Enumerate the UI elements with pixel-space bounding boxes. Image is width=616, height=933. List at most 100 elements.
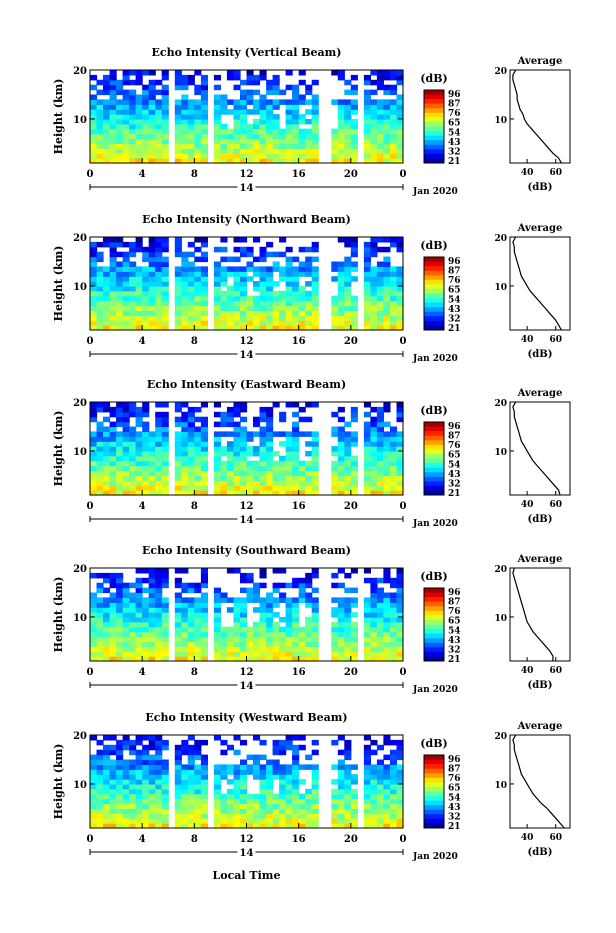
heatmap-cell	[390, 636, 398, 642]
heatmap-cell	[103, 416, 111, 423]
heatmap-cell	[142, 636, 150, 642]
heatmap-cell	[292, 490, 300, 496]
heatmap-cell	[298, 305, 306, 311]
heatmap-cell	[103, 276, 111, 282]
heatmap-cell	[135, 597, 143, 603]
heatmap-cell	[90, 813, 98, 819]
heatmap-cell	[272, 626, 280, 633]
heatmap-cell	[200, 803, 208, 809]
heatmap-cell	[337, 641, 345, 647]
heatmap-cell	[305, 818, 313, 824]
heatmap-cell	[220, 798, 228, 805]
heatmap-cell	[266, 104, 274, 110]
heatmap-cell	[96, 798, 104, 805]
heatmap-cell	[129, 446, 137, 452]
heatmap-cell	[200, 133, 208, 140]
heatmap-cell	[220, 470, 228, 476]
heatmap-cell	[305, 485, 313, 491]
colorbar-swatch	[424, 472, 444, 478]
x-tick-label: 0	[400, 667, 407, 678]
heatmap-cell	[305, 84, 313, 91]
heatmap-cell	[272, 133, 280, 140]
heatmap-cell	[135, 305, 143, 311]
heatmap-cell	[344, 470, 352, 476]
heatmap-cell	[350, 315, 358, 321]
heatmap-cell	[376, 295, 384, 302]
heatmap-cell	[363, 138, 371, 144]
heatmap-cell	[129, 475, 137, 481]
heatmap-cell	[181, 823, 189, 829]
heatmap-cell	[344, 602, 352, 608]
heatmap-cell	[116, 84, 124, 91]
heatmap-cell	[174, 450, 182, 457]
heatmap-cell	[305, 148, 313, 154]
date-marker: 14	[240, 183, 254, 194]
heatmap-cell	[213, 246, 221, 253]
panel-0: Echo Intensity (Vertical Beam)Height (km…	[52, 46, 571, 197]
heatmap-cell	[122, 261, 130, 267]
heatmap-cell	[116, 616, 124, 623]
heatmap-cell	[279, 823, 287, 829]
heatmap-cell	[155, 261, 163, 267]
heatmap-cell	[122, 446, 130, 452]
heatmap-cell	[272, 325, 280, 331]
heatmap-cell	[396, 94, 404, 100]
heatmap-cell	[292, 421, 300, 428]
heatmap-cell	[109, 325, 117, 331]
heatmap-cell	[376, 128, 384, 135]
heatmap-cell	[253, 480, 261, 486]
heatmap-cell	[135, 793, 143, 800]
heatmap-cell	[96, 256, 104, 263]
heatmap-cell	[155, 416, 163, 423]
heatmap-cell	[272, 823, 280, 829]
heatmap-cell	[253, 470, 261, 476]
heatmap-cell	[253, 123, 261, 130]
heatmap-cell	[155, 818, 163, 824]
heatmap-cell	[187, 587, 195, 594]
heatmap-cell	[363, 290, 371, 297]
heatmap-cell	[129, 465, 137, 472]
heatmap-cell	[155, 436, 163, 442]
heatmap-cell	[129, 281, 137, 287]
average-x-tick-label: 60	[549, 168, 562, 178]
heatmap-cell	[194, 99, 202, 105]
heatmap-cell	[181, 411, 189, 418]
colorbar-tick-label: 87	[448, 598, 461, 608]
heatmap-cell	[161, 320, 169, 326]
heatmap-cell	[292, 315, 300, 321]
heatmap-cell	[96, 276, 104, 282]
heatmap-cell	[279, 808, 287, 814]
heatmap-cell	[122, 764, 130, 770]
heatmap-cell	[376, 305, 384, 311]
heatmap-cell	[122, 798, 130, 805]
heatmap-cell	[122, 587, 130, 594]
heatmap-cell	[200, 123, 208, 130]
heatmap-cell	[155, 138, 163, 144]
heatmap-cell	[181, 74, 189, 81]
heatmap-cell	[148, 99, 156, 105]
heatmap-cell	[181, 416, 189, 423]
heatmap-cell	[344, 597, 352, 603]
heatmap-cell	[161, 421, 169, 428]
heatmap-cell	[337, 109, 345, 115]
heatmap-cell	[116, 251, 124, 258]
heatmap-cell	[337, 749, 345, 756]
heatmap-cell	[103, 783, 111, 790]
heatmap-cell	[220, 818, 228, 824]
heatmap-cell	[155, 568, 163, 574]
heatmap-cell	[122, 607, 130, 613]
heatmap-cell	[142, 798, 150, 805]
heatmap-cell	[259, 94, 267, 100]
heatmap-cell	[383, 320, 391, 326]
panel-4: Echo Intensity (Westward Beam)Height (km…	[52, 711, 571, 862]
heatmap-cell	[148, 641, 156, 647]
x-tick-label: 16	[292, 501, 306, 512]
heatmap-cell	[383, 651, 391, 657]
heatmap-cell	[103, 759, 111, 765]
heatmap-cell	[116, 143, 124, 149]
heatmap-cell	[383, 406, 391, 413]
average-profile-line	[512, 734, 565, 829]
heatmap-cell	[148, 769, 156, 775]
heatmap-cell	[109, 256, 117, 263]
heatmap-cell	[109, 783, 117, 790]
